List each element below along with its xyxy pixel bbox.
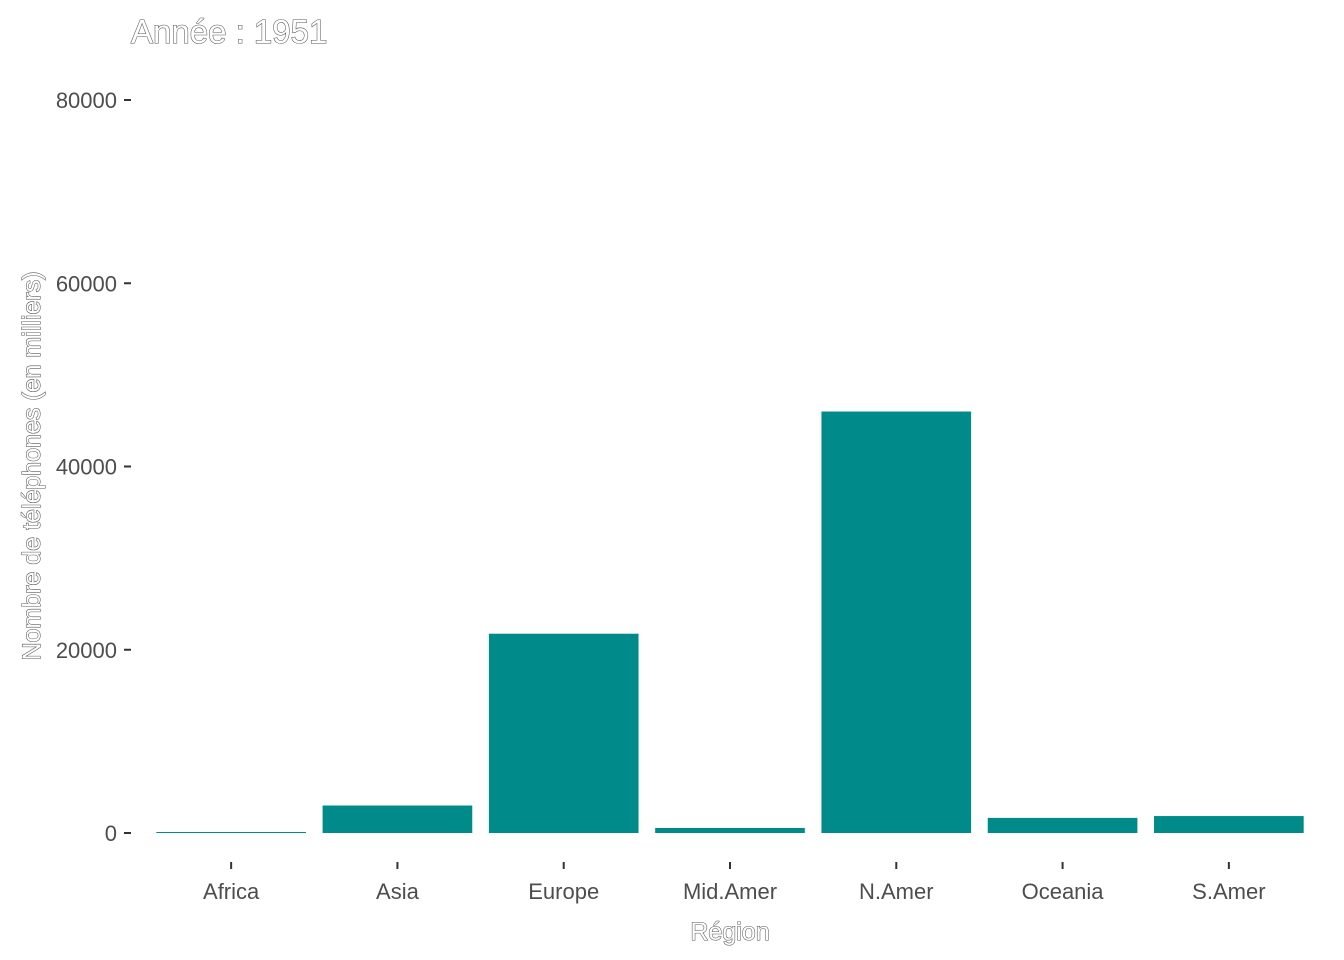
bar-s-amer <box>1154 816 1304 833</box>
bar-n-amer <box>821 411 972 833</box>
x-tick-label: Africa <box>203 879 260 904</box>
y-axis: 0 20000 40000 60000 80000 <box>56 88 131 846</box>
x-axis-title: Région <box>690 918 769 946</box>
x-tick-label: N.Amer <box>859 879 934 904</box>
x-tick-label: Oceania <box>1022 879 1105 904</box>
x-axis: Africa Asia Europe Mid.Amer N.Amer Oceania S.A… <box>203 862 1266 904</box>
y-tick-label: 0 <box>105 821 117 846</box>
y-tick-label: 40000 <box>56 455 117 480</box>
bar-mid-amer <box>655 827 805 833</box>
y-axis-title: Nombre de téléphones (en milliers) <box>18 271 46 660</box>
x-tick-label: S.Amer <box>1192 879 1265 904</box>
y-tick-label: 60000 <box>56 271 117 296</box>
bar-europe <box>488 633 639 833</box>
bar-oceania <box>987 817 1138 833</box>
y-tick-label: 20000 <box>56 638 117 663</box>
x-tick-label: Asia <box>376 879 420 904</box>
bar-africa <box>156 832 306 833</box>
bars <box>156 411 1304 833</box>
x-tick-label: Mid.Amer <box>683 879 777 904</box>
bar-asia <box>322 805 473 833</box>
y-tick-label: 80000 <box>56 88 117 113</box>
chart-title: Année : 1951 <box>131 13 327 50</box>
x-tick-label: Europe <box>528 879 599 904</box>
